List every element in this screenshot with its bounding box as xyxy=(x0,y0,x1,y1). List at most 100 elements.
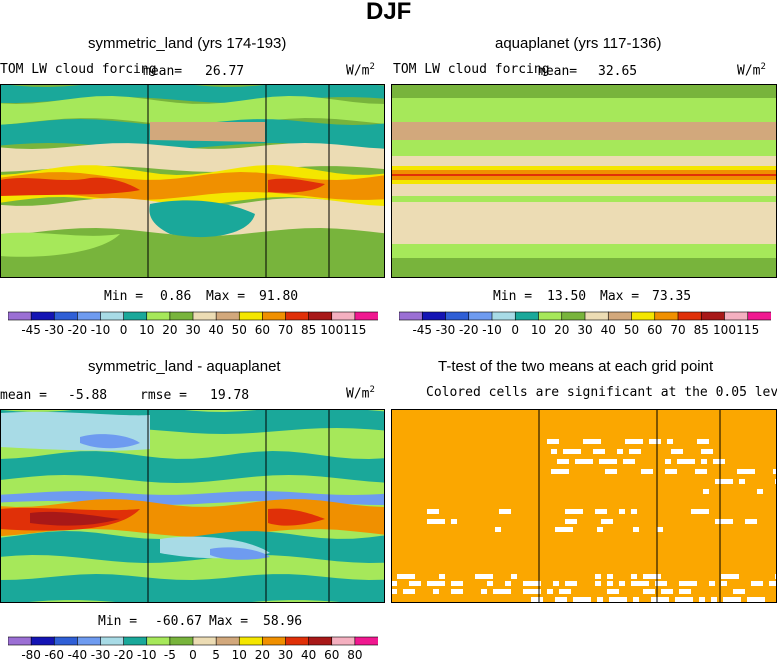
nonsignificant-cell xyxy=(751,581,763,586)
colorbar-tick-label: -30 xyxy=(91,648,111,661)
panel1-mean-label: mean= xyxy=(143,64,183,79)
colorbar-swatch xyxy=(53,311,78,321)
nonsignificant-cell xyxy=(671,449,683,454)
nonsignificant-cell xyxy=(675,597,693,602)
panel3-mean-value: -5.88 xyxy=(68,388,108,403)
colorbar-tick-label: 70 xyxy=(670,323,685,337)
colorbar-swatch xyxy=(77,311,102,321)
nonsignificant-cell xyxy=(667,439,673,444)
panel3-units-sup: 2 xyxy=(369,385,375,395)
colorbar-swatch xyxy=(123,311,148,321)
field-contour xyxy=(149,200,255,238)
colorbar-tick-label: 70 xyxy=(278,323,293,337)
colorbar-swatch xyxy=(192,311,217,321)
panel1-map xyxy=(0,84,385,278)
colorbar-tick-label: 0 xyxy=(120,323,128,337)
nonsignificant-cell xyxy=(547,439,559,444)
nonsignificant-cell xyxy=(499,509,511,514)
colorbar-tick-label: 30 xyxy=(278,648,293,661)
nonsignificant-cell xyxy=(739,479,745,484)
nonsignificant-cell xyxy=(649,439,661,444)
nonsignificant-cell xyxy=(629,449,641,454)
panel2-max-label: Max = xyxy=(600,289,640,304)
panel2-mean-value: 32.65 xyxy=(598,64,638,79)
nonsignificant-cell xyxy=(433,589,439,594)
nonsignificant-cell xyxy=(773,469,777,474)
nonsignificant-cell xyxy=(481,589,487,594)
field-band xyxy=(391,166,777,170)
colorbar-swatch xyxy=(399,311,423,321)
colorbar-swatch xyxy=(700,311,726,321)
nonsignificant-cell xyxy=(657,527,663,532)
nonsignificant-cell xyxy=(559,589,571,594)
panel3-max-value: 58.96 xyxy=(263,614,303,629)
nonsignificant-cell xyxy=(607,589,619,594)
nonsignificant-cell xyxy=(605,469,617,474)
colorbar-tick-label: 50 xyxy=(624,323,639,337)
field-band xyxy=(391,174,777,176)
panel1-title: symmetric_land (yrs 174-193) xyxy=(88,35,287,52)
colorbar-swatch xyxy=(308,636,333,646)
panel2-min-value: 13.50 xyxy=(547,289,587,304)
field-contour xyxy=(268,178,325,193)
panel1-max-value: 91.80 xyxy=(259,289,299,304)
colorbar-tick-label: 60 xyxy=(647,323,662,337)
colorbar-tick-label: 20 xyxy=(554,323,569,337)
colorbar-swatch xyxy=(538,311,563,321)
colorbar-tick-label: -10 xyxy=(137,648,157,661)
nonsignificant-cell xyxy=(397,574,415,579)
colorbar-tick-label: -20 xyxy=(114,648,134,661)
nonsignificant-cell xyxy=(451,581,463,586)
colorbar-tick-label: 40 xyxy=(301,648,316,661)
colorbar-tick-label: 80 xyxy=(347,648,362,661)
nonsignificant-cell xyxy=(427,581,445,586)
colorbar-swatch xyxy=(192,636,217,646)
nonsignificant-cell xyxy=(551,469,569,474)
nonsignificant-cell xyxy=(715,479,733,484)
nonsignificant-cell xyxy=(495,527,501,532)
map-frame xyxy=(0,409,385,603)
nonsignificant-cell xyxy=(703,489,709,494)
nonsignificant-cell xyxy=(661,589,673,594)
nonsignificant-cell xyxy=(583,439,601,444)
nonsignificant-cell xyxy=(721,574,739,579)
diff-contour xyxy=(268,508,325,526)
colorbar-swatch xyxy=(561,311,586,321)
colorbar-tick-label: 115 xyxy=(343,323,366,337)
colorbar-tick-label: 0 xyxy=(189,648,197,661)
field-contour xyxy=(0,232,120,257)
nonsignificant-cell xyxy=(551,449,557,454)
colorbar-swatch xyxy=(747,311,771,321)
nonsignificant-cell xyxy=(733,589,745,594)
nonsignificant-cell xyxy=(677,459,695,464)
nonsignificant-cell xyxy=(619,581,625,586)
diff-contour xyxy=(210,547,270,560)
colorbar-swatch xyxy=(146,636,171,646)
colorbar-swatch xyxy=(491,311,516,321)
panel3-units-text: W/m xyxy=(346,386,370,402)
colorbar-swatch xyxy=(30,636,55,646)
page-title: DJF xyxy=(366,0,412,25)
colorbar-swatch xyxy=(631,311,656,321)
nonsignificant-cell xyxy=(475,574,493,579)
panel2-mean-label: mean= xyxy=(538,64,578,79)
field-contour xyxy=(0,143,385,172)
colorbar-swatch xyxy=(53,636,78,646)
nonsignificant-cell xyxy=(557,459,569,464)
panel3-min-value: -60.67 xyxy=(155,614,202,629)
colorbar-tick-label: 40 xyxy=(601,323,616,337)
colorbar-swatch xyxy=(169,636,194,646)
panel3-rmse-label: rmse = xyxy=(140,388,187,403)
nonsignificant-cell xyxy=(715,519,733,524)
colorbar-swatch xyxy=(285,311,310,321)
colorbar-swatch xyxy=(331,311,356,321)
nonsignificant-cell xyxy=(655,581,667,586)
panel1-min-label: Min = xyxy=(104,289,144,304)
colorbar-swatch xyxy=(331,636,356,646)
nonsignificant-cell xyxy=(609,597,627,602)
nonsignificant-cell xyxy=(565,581,577,586)
colorbar-swatch xyxy=(354,636,378,646)
panel1-units-text: W/m xyxy=(346,63,370,79)
colorbar-swatch xyxy=(100,636,125,646)
panel4-subtitle: Colored cells are significant at the 0.0… xyxy=(426,385,777,400)
